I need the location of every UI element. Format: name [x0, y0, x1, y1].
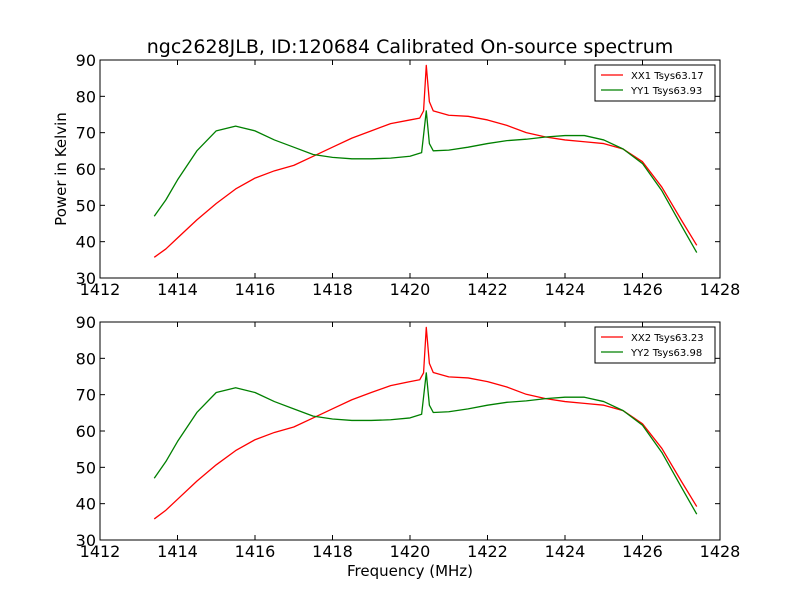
- x-tick-label: 1416: [235, 280, 276, 299]
- bottom-panel: 1412 1414 1416 1418 1420 1422 1424 1426 1428 30 40…: [76, 313, 741, 580]
- legend: XX2 Tsys63.23 YY2 Tsys63.98: [594, 326, 716, 364]
- y-tick-label: 50: [76, 196, 96, 215]
- legend: XX1 Tsys63.17 YY1 Tsys63.93: [594, 64, 716, 102]
- y-tick-label: 40: [76, 495, 96, 514]
- legend-box: [594, 326, 716, 364]
- x-tick-label: 1414: [157, 542, 198, 561]
- x-tick-label: 1412: [80, 542, 121, 561]
- x-tick-label: 1424: [545, 280, 586, 299]
- legend-label: XX1 Tsys63.17: [631, 71, 704, 82]
- legend-label: XX2 Tsys63.23: [631, 333, 704, 344]
- figure-title: ngc2628JLB, ID:120684 Calibrated On-sour…: [147, 36, 674, 58]
- y-tick-label: 80: [76, 87, 96, 106]
- x-tick-label: 1420: [390, 280, 431, 299]
- y-tick-label: 90: [76, 313, 96, 332]
- x-tick-label: 1426: [622, 542, 663, 561]
- x-tick-label: 1424: [545, 542, 586, 561]
- x-tick-label: 1428: [700, 542, 741, 561]
- series-line-2: [153, 110, 698, 253]
- x-tick-label: 1426: [622, 280, 663, 299]
- y-tick-label: 60: [76, 422, 96, 441]
- series-line-1: [153, 326, 698, 520]
- y-tick-label: 70: [76, 386, 96, 405]
- x-tick-label: 1414: [157, 280, 198, 299]
- x-tick-label: 1418: [312, 542, 353, 561]
- legend-box: [594, 64, 716, 102]
- series-line-2: [153, 372, 698, 515]
- y-axis-label: Power in Kelvin: [52, 112, 70, 226]
- y-tick-label: 90: [76, 51, 96, 70]
- y-tick-label: 50: [76, 458, 96, 477]
- y-tick-label: 70: [76, 124, 96, 143]
- y-tick-label: 80: [76, 349, 96, 368]
- x-axis-label: Frequency (MHz): [347, 562, 473, 580]
- y-tick-label: 30: [76, 531, 96, 550]
- y-tick-label: 60: [76, 160, 96, 179]
- x-tick-label: 1420: [390, 542, 431, 561]
- x-tick-label: 1422: [467, 542, 508, 561]
- y-tick-label: 30: [76, 269, 96, 288]
- x-tick-label: 1416: [235, 542, 276, 561]
- top-panel: 1412 1414 1416 1418 1420 1422 1424 1426 1428 30 40…: [52, 51, 740, 299]
- x-tick-label: 1412: [80, 280, 121, 299]
- x-tick-label: 1428: [700, 280, 741, 299]
- y-tick-label: 40: [76, 233, 96, 252]
- legend-label: YY1 Tsys63.93: [630, 86, 702, 97]
- series-line-1: [153, 64, 698, 258]
- legend-label: YY2 Tsys63.98: [630, 348, 702, 359]
- x-tick-label: 1418: [312, 280, 353, 299]
- x-tick-label: 1422: [467, 280, 508, 299]
